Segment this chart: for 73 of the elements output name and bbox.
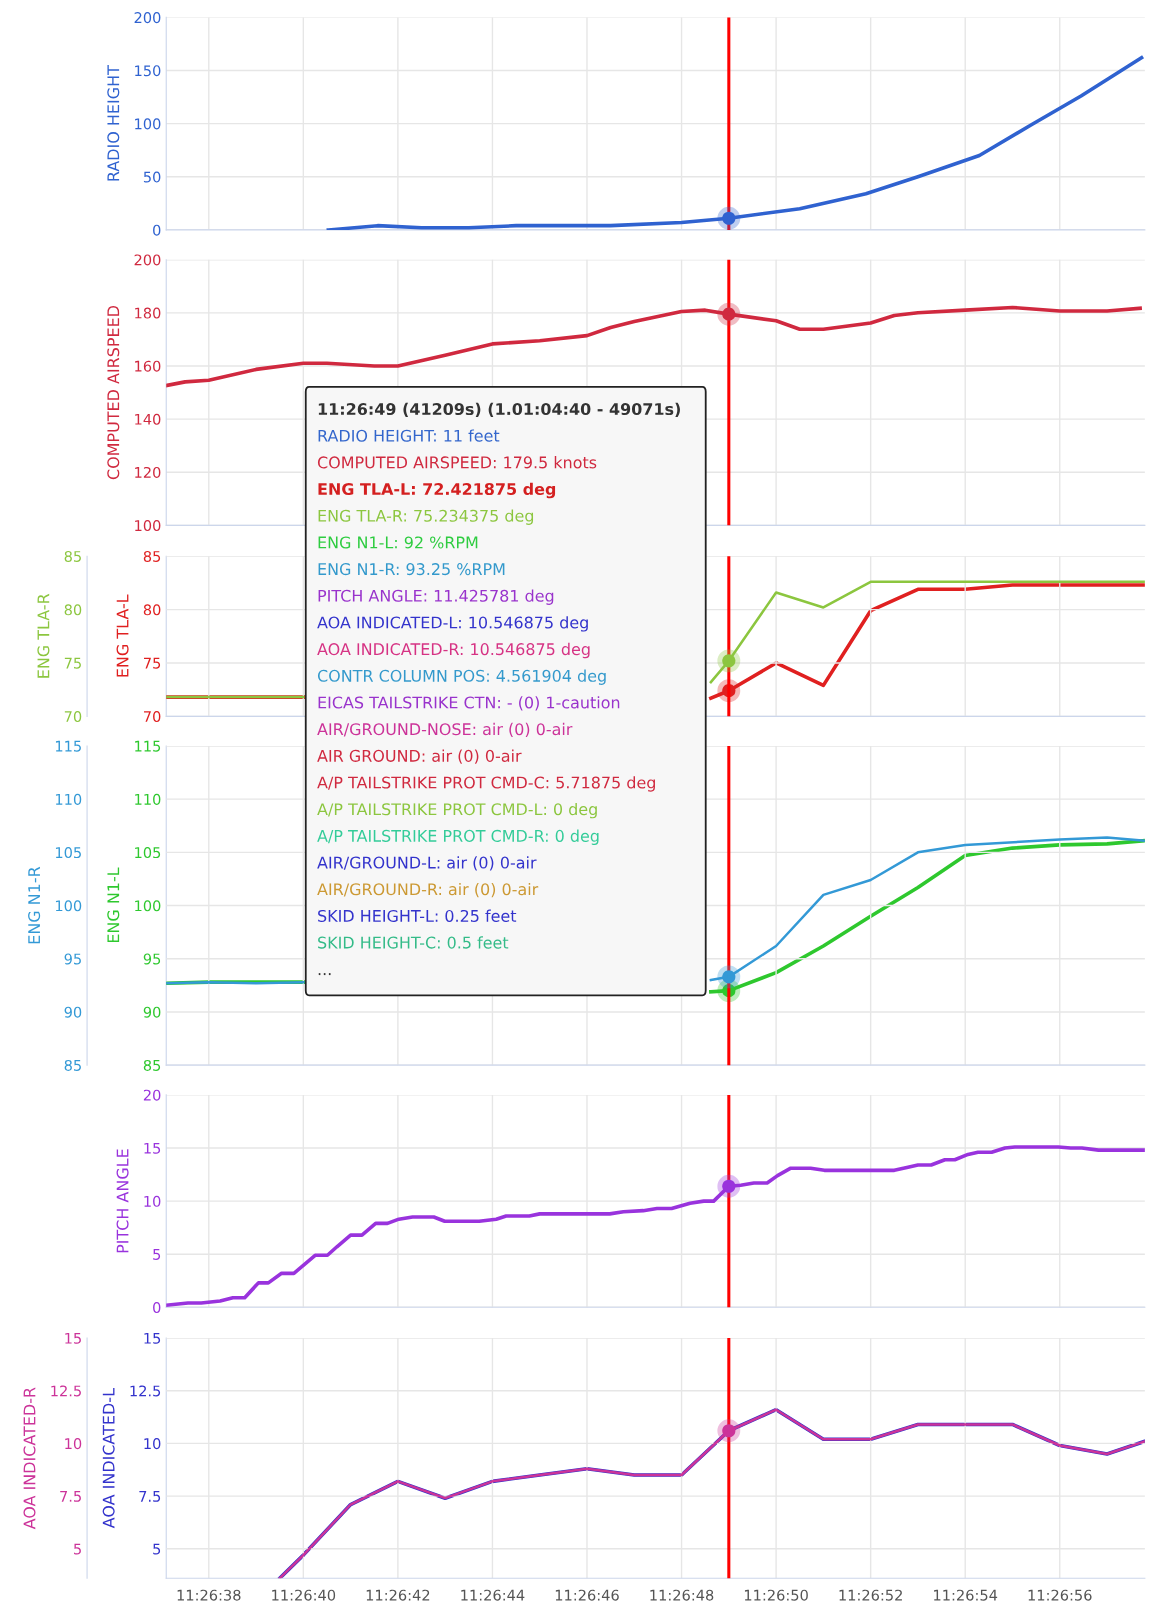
y-tick-label: 70: [64, 711, 82, 723]
x-tick-label: 11:26:42: [366, 1589, 430, 1601]
y-tick-label: 100: [135, 118, 161, 130]
y-tick-label: 0: [153, 1302, 161, 1314]
x-tick-label: 11:26:38: [177, 1589, 241, 1601]
y-tick-label: 160: [135, 360, 161, 372]
y-tick-label: 200: [134, 254, 161, 266]
y-tick-label: 0: [153, 224, 161, 236]
y-tick-label: 80: [64, 604, 82, 616]
y2-axis-title: AOA INDICATED-L: [102, 1388, 115, 1529]
y-tick-label: 100: [135, 520, 161, 532]
y-tick-label: 180: [135, 307, 161, 319]
annotation: SKID HEIGHT-C: 0.5 feet: [318, 936, 509, 949]
annotation: A/P TAILSTRIKE PROT CMD-R: 0 deg: [317, 829, 599, 846]
annotation: CONTR COLUMN POS: 4.561904 deg: [317, 669, 606, 685]
annotation: A/P TAILSTRIKE PROT CMD-L: 0 deg: [317, 802, 597, 819]
y2-axis-title: ENG TLA-L: [116, 594, 129, 677]
x-tick-label: 11:26:50: [744, 1589, 808, 1601]
y-tick-label: 15: [144, 1142, 161, 1154]
y-tick-label: 140: [135, 413, 161, 425]
y-tick-label: 200: [134, 12, 161, 24]
annotation: 11:26:49 (41209s) (1.01:04:40 - 49071s): [318, 402, 680, 417]
y-tick-label: 105: [55, 847, 81, 859]
annotation: PITCH ANGLE: 11.425781 deg: [318, 589, 554, 605]
annotation: ENG N1-R: 93.25 %RPM: [318, 563, 505, 576]
y-tick-label: 115: [55, 740, 81, 752]
annotation: AIR/GROUND-R: air (0) 0-air: [317, 882, 539, 898]
annotation: AOA INDICATED-L: 10.546875 deg: [317, 616, 588, 632]
x-tick-label: 11:26:46: [555, 1589, 619, 1601]
y-axis-title: ENG N1-R: [28, 866, 41, 944]
y-tick-label: 15: [65, 1332, 81, 1344]
annotation: A/P TAILSTRIKE PROT CMD-C: 5.71875 deg: [317, 776, 655, 792]
x-tick-label: 11:26:48: [650, 1589, 714, 1601]
annotation: SKID HEIGHT-L: 0.25 feet: [318, 909, 517, 922]
annotation: AOA INDICATED-R: 10.546875 deg: [317, 642, 590, 659]
y-axis-title: COMPUTED AIRSPEED: [107, 305, 120, 480]
annotation: ...: [318, 973, 331, 976]
y-tick-label: 90: [64, 1006, 82, 1018]
annotation: RADIO HEIGHT: 11 feet: [318, 429, 500, 442]
annotation: AIR/GROUND-L: air (0) 0-air: [317, 856, 537, 871]
y-axis-title: AOA INDICATED-R: [23, 1387, 36, 1530]
annotation: EICAS TAILSTRIKE CTN: - (0) 1-caution: [318, 696, 620, 711]
y-tick-label: 85: [64, 1059, 81, 1071]
text: AIR/GROUND-NOSE: air (0) 0-air: [317, 722, 573, 738]
x-tick-label: 11:26:54: [934, 1589, 998, 1601]
annotation: COMPUTED AIRSPEED: 179.5 knots: [317, 456, 597, 469]
y-tick-label: 50: [143, 171, 161, 183]
y-axis-title: ENG TLA-R: [37, 593, 50, 678]
y-tick-label: 100: [55, 900, 82, 912]
y-tick-label: 75: [64, 657, 81, 669]
y-tick-label: 12.5: [51, 1385, 81, 1397]
annotation: ENG TLA-R: 75.234375 deg: [318, 509, 534, 525]
x-tick-label: 11:26:56: [1028, 1589, 1092, 1601]
x-tick-label: 11:26:40: [272, 1589, 336, 1601]
y-tick-label: 120: [135, 466, 161, 478]
y-axis-title: PITCH ANGLE: [116, 1149, 129, 1253]
y-tick-label: 85: [64, 550, 81, 562]
y-tick-label: 150: [135, 65, 161, 77]
y2-axis-title: ENG N1-L: [107, 867, 120, 943]
annotation: ENG TLA-L: 72.421875 deg: [318, 482, 556, 499]
annotation: AIR GROUND: air (0) 0-air: [317, 749, 522, 764]
y-tick-label: 95: [64, 953, 81, 965]
y-tick-label: 5: [74, 1543, 81, 1555]
y-tick-label: 10: [65, 1438, 82, 1450]
x-tick-label: 11:26:44: [461, 1589, 525, 1601]
y-tick-label: 7.5: [60, 1490, 81, 1502]
y-tick-label: 5: [153, 1249, 161, 1260]
text: ENG N1-L: 92 %RPM: [318, 536, 478, 549]
y-axis-title: RADIO HEIGHT: [107, 65, 120, 181]
y-tick-label: 10: [144, 1195, 161, 1207]
y-tick-label: 20: [143, 1089, 161, 1101]
x-tick-label: 11:26:52: [839, 1589, 902, 1601]
y-tick-label: 110: [55, 793, 82, 805]
